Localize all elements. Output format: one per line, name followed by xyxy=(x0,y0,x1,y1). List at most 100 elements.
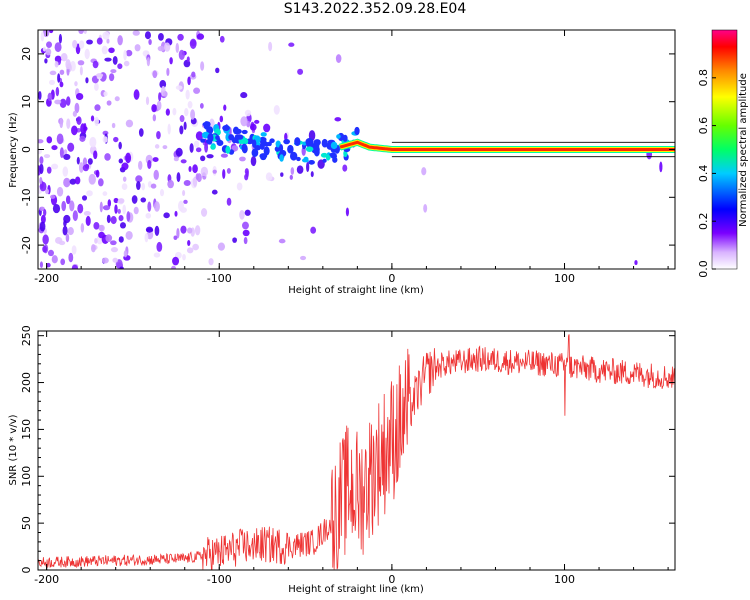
spectrogram-blob xyxy=(39,221,46,232)
spectrogram-blob xyxy=(104,57,112,62)
spectrogram-blob xyxy=(192,164,198,174)
ridge-blob xyxy=(241,143,248,153)
spectrogram-blob xyxy=(179,115,185,123)
spectrogram-blob xyxy=(125,152,132,164)
spectrogram-blob xyxy=(174,210,178,217)
spectrogram-blob xyxy=(204,141,209,153)
spectrogram-blob xyxy=(103,91,108,97)
spectrogram-blob xyxy=(254,119,260,124)
spectrogram-blob xyxy=(176,172,181,183)
spectrogram-blob xyxy=(96,73,104,78)
spectrogram-blob xyxy=(183,121,187,131)
spectrogram-blob xyxy=(46,262,51,268)
spectrogram-blob xyxy=(90,244,96,253)
colorbar-tick-label: 0.2 xyxy=(697,212,710,230)
ridge-blob xyxy=(207,133,214,143)
spectrogram-blob xyxy=(45,48,52,56)
spectrogram-blob xyxy=(52,203,61,214)
spectrogram-blob xyxy=(177,33,184,41)
ridge-blob xyxy=(258,136,267,143)
spectrogram-blob xyxy=(239,156,246,162)
spectrogram-blob xyxy=(193,140,200,148)
colorbar-title: Normalized spectral amplitude xyxy=(738,73,749,227)
spectrogram-blob xyxy=(40,214,46,224)
spectrogram-blob xyxy=(219,35,225,43)
ridge-blob xyxy=(320,152,328,158)
colorbar-tick-label: 0.8 xyxy=(697,69,710,87)
spectrogram-blob xyxy=(94,104,101,112)
spectrogram-blob xyxy=(89,136,97,148)
snr-y-axis-title: SNR (10 * v/v) xyxy=(8,414,19,485)
spectrogram-blob xyxy=(342,164,348,172)
spectrogram-blob xyxy=(56,133,64,145)
spectrogram-blob xyxy=(113,197,119,204)
spectrogram-blob xyxy=(231,145,239,152)
spectrogram-blob xyxy=(59,98,67,108)
spectrogram-blob xyxy=(68,252,74,263)
x-tick-label: -100 xyxy=(207,272,232,285)
spectrogram-blob xyxy=(171,265,176,269)
ridge-blob xyxy=(308,159,315,165)
spectrogram-blob xyxy=(112,55,118,65)
y-tick-label: 100 xyxy=(20,466,33,487)
spectrogram-blob xyxy=(134,44,141,52)
ridge-blob xyxy=(222,125,230,132)
spectrogram-blob xyxy=(44,58,48,64)
spectrogram-blob xyxy=(278,238,286,244)
ridge-blob xyxy=(241,129,248,135)
spectrogram-blob xyxy=(96,37,103,45)
ridge-blob xyxy=(200,138,206,143)
spectrogram-blob xyxy=(167,179,174,189)
ridge-blob xyxy=(260,132,267,137)
spectrogram-blob xyxy=(75,176,81,185)
spectrogram-blob xyxy=(83,211,91,216)
spectrogram-blob xyxy=(51,255,58,264)
spectrogram-blob xyxy=(119,222,127,229)
spectrogram-blob xyxy=(288,42,295,47)
spectrogram-blob xyxy=(289,174,293,180)
spectrogram-blob xyxy=(39,163,44,175)
spectrogram-blob xyxy=(178,49,185,60)
ridge-core xyxy=(339,140,675,151)
ridge-blob xyxy=(294,137,301,147)
spectrogram-blob xyxy=(108,47,115,54)
spectrogram-blob xyxy=(39,206,45,212)
spectrogram-blob xyxy=(48,79,56,86)
spectrogram-blob xyxy=(192,243,199,251)
ridge-blob xyxy=(236,134,244,140)
spectrogram-blob xyxy=(345,207,350,217)
spectrogram-blob xyxy=(306,161,310,173)
spectrogram-blob xyxy=(211,189,218,195)
spectrogram-blob xyxy=(81,195,88,201)
ridge-blob xyxy=(267,141,272,147)
spectrogram-blob xyxy=(61,200,67,212)
ridge-blob xyxy=(251,148,259,158)
spectrogram-blob xyxy=(226,167,231,174)
spectrogram-blob xyxy=(94,237,98,244)
spectrogram-blob xyxy=(138,128,144,137)
spectrogram-blob xyxy=(105,234,112,243)
spectrogram-blob xyxy=(98,231,105,239)
ridge-blob xyxy=(210,144,216,150)
spectrogram-blob xyxy=(106,38,110,44)
spectrogram-blob xyxy=(76,116,82,125)
spectrogram-blob xyxy=(102,136,108,143)
spectrogram-blob xyxy=(119,266,124,269)
spectrogram-blob xyxy=(114,204,118,214)
spectrogram-blob xyxy=(58,33,63,44)
spectrogram-blob xyxy=(79,135,86,142)
spectrogram-blob xyxy=(77,60,85,66)
spectrogram-blob xyxy=(222,168,226,180)
spectrogram-blob xyxy=(51,163,59,170)
spectrogram-blob xyxy=(163,212,170,219)
snr-x-axis-title: Height of straight line (km) xyxy=(288,584,424,595)
spectrogram-blob xyxy=(300,255,307,261)
y-tick-label: -10 xyxy=(20,188,33,206)
spectrogram-blob xyxy=(110,247,119,253)
spectrogram-blob xyxy=(90,115,95,122)
spectrogram-blob xyxy=(77,203,84,214)
spectrogram-blob xyxy=(75,92,84,101)
spectrogram-blob xyxy=(69,178,77,185)
spectrogram-blob xyxy=(83,30,87,34)
spectrogram-blob xyxy=(102,191,108,196)
